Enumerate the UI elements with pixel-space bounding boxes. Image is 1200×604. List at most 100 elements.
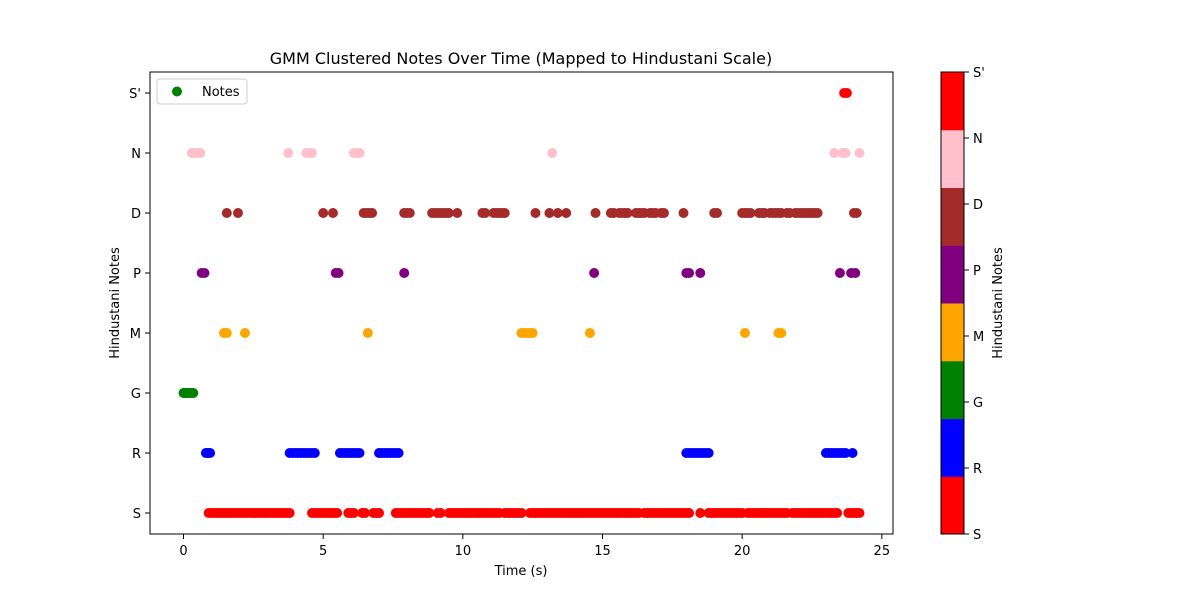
data-point xyxy=(832,508,843,518)
data-point xyxy=(840,448,851,458)
colorbar-tick-label: S' xyxy=(973,66,985,81)
data-point xyxy=(318,208,329,218)
colorbar-label: Hindustani Notes xyxy=(991,247,1006,359)
data-point xyxy=(199,268,210,278)
data-point xyxy=(362,328,373,338)
colorbar-tick-label: D xyxy=(973,198,983,213)
data-point xyxy=(452,208,463,218)
data-point xyxy=(443,208,454,218)
data-point xyxy=(840,148,851,158)
data-point xyxy=(232,208,243,218)
data-point xyxy=(354,148,365,158)
data-point xyxy=(360,508,371,518)
data-point xyxy=(854,148,865,158)
colorbar-ticks: S R G M P D N S' xyxy=(964,66,985,543)
data-point xyxy=(239,328,250,338)
data-point xyxy=(850,268,861,278)
y-tick-label: R xyxy=(132,447,141,462)
legend: Notes xyxy=(156,78,248,105)
data-point xyxy=(527,328,538,338)
data-point xyxy=(622,208,633,218)
y-tick-label: D xyxy=(131,207,141,222)
data-point xyxy=(776,328,787,338)
data-point xyxy=(393,448,404,458)
x-tick-label: 10 xyxy=(455,544,472,559)
colorbar-tick-label: M xyxy=(973,330,984,345)
colorbar-tick-label: P xyxy=(973,264,981,279)
data-point xyxy=(851,208,862,218)
data-point xyxy=(499,208,510,218)
x-axis: 0 5 10 15 20 25 xyxy=(179,534,890,559)
data-point xyxy=(590,208,601,218)
data-point xyxy=(205,448,216,458)
data-point xyxy=(348,508,359,518)
colorbar-segment xyxy=(941,129,964,188)
y-axis: S R G M P D N S' xyxy=(129,87,150,522)
colorbar-segment xyxy=(941,187,964,246)
colorbar-tick-label: G xyxy=(973,396,983,411)
legend-box xyxy=(156,78,248,105)
data-point xyxy=(678,208,689,218)
x-axis-label: Time (s) xyxy=(494,564,548,579)
colorbar-tick-label: R xyxy=(973,462,982,477)
x-tick-label: 0 xyxy=(179,544,187,559)
data-point xyxy=(841,88,852,98)
y-tick-label: N xyxy=(131,147,141,162)
data-point xyxy=(684,508,695,518)
data-point xyxy=(516,508,527,518)
data-point xyxy=(834,268,845,278)
data-point xyxy=(221,328,232,338)
data-point xyxy=(584,328,595,338)
colorbar-segment xyxy=(941,360,964,419)
data-point xyxy=(435,508,446,518)
data-point xyxy=(547,148,558,158)
data-point xyxy=(399,268,410,278)
data-point xyxy=(309,448,320,458)
data-point xyxy=(812,208,823,218)
y-tick-label: M xyxy=(130,327,141,342)
colorbar-segment xyxy=(941,303,964,362)
data-point xyxy=(307,148,318,158)
data-point xyxy=(745,208,756,218)
colorbar xyxy=(941,72,964,535)
data-point xyxy=(195,148,206,158)
chart-title: GMM Clustered Notes Over Time (Mapped to… xyxy=(270,49,772,68)
y-tick-label: G xyxy=(131,387,141,402)
data-point xyxy=(695,268,706,278)
data-point xyxy=(739,328,750,338)
colorbar-segment xyxy=(941,418,964,477)
data-point xyxy=(374,508,385,518)
data-point xyxy=(333,268,344,278)
data-point xyxy=(829,148,840,158)
colorbar-segment xyxy=(941,245,964,304)
x-tick-label: 20 xyxy=(734,544,751,559)
data-point xyxy=(552,208,563,218)
y-tick-label: S' xyxy=(129,87,141,102)
colorbar-frame xyxy=(940,71,965,535)
data-point xyxy=(712,208,723,218)
data-point xyxy=(367,208,378,218)
y-tick-label: P xyxy=(133,267,141,282)
colorbar-segment xyxy=(941,72,964,131)
data-point xyxy=(703,448,714,458)
data-point xyxy=(327,208,338,218)
data-point xyxy=(530,208,541,218)
x-tick-label: 15 xyxy=(594,544,611,559)
data-point xyxy=(684,268,695,278)
data-points xyxy=(178,88,865,518)
colorbar-segment xyxy=(941,476,964,535)
data-point xyxy=(544,208,555,218)
data-point xyxy=(284,508,295,518)
data-point xyxy=(283,148,294,158)
data-point xyxy=(854,508,865,518)
data-point xyxy=(480,208,491,218)
y-axis-label: Hindustani Notes xyxy=(108,247,123,359)
legend-label: Notes xyxy=(202,85,240,100)
colorbar-tick-label: N xyxy=(973,132,983,147)
y-tick-label: S xyxy=(133,507,141,522)
data-point xyxy=(404,208,415,218)
data-point xyxy=(332,508,343,518)
x-tick-label: 25 xyxy=(874,544,891,559)
